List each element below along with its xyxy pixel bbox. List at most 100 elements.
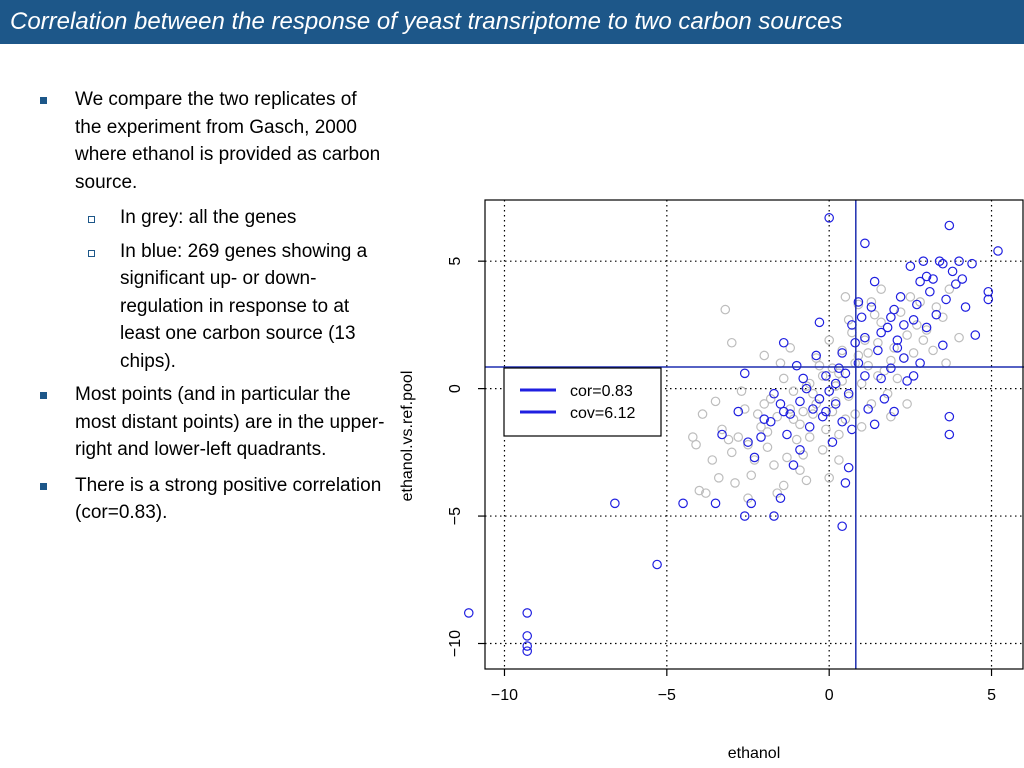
- data-point: [739, 404, 750, 414]
- square-bullet-icon: [40, 97, 47, 104]
- data-point: [785, 343, 796, 353]
- data-point: [801, 383, 812, 394]
- square-bullet-icon: [40, 392, 47, 399]
- data-point: [938, 312, 948, 323]
- data-point: [869, 276, 880, 287]
- data-point: [746, 498, 757, 509]
- data-point: [918, 256, 929, 266]
- data-point: [840, 414, 851, 425]
- data-point: [866, 399, 877, 409]
- data-point: [840, 292, 851, 302]
- data-point: [863, 360, 873, 371]
- data-point: [697, 409, 708, 419]
- data-point: [908, 314, 919, 325]
- data-point: [886, 411, 896, 422]
- y-tick-label: 0: [447, 384, 464, 393]
- data-point: [798, 406, 809, 417]
- data-point: [876, 284, 886, 295]
- data-point: [954, 256, 964, 266]
- point-series-grey: [688, 284, 964, 504]
- data-point: [811, 399, 821, 409]
- bullet-item: We compare the two replicates of the exp…: [36, 86, 386, 196]
- data-point: [944, 220, 955, 231]
- data-point: [733, 432, 744, 442]
- data-point: [908, 348, 919, 358]
- x-tick-label: 5: [987, 687, 996, 704]
- data-point: [762, 442, 773, 453]
- data-point: [873, 371, 883, 381]
- data-point: [765, 394, 776, 404]
- data-point: [837, 416, 847, 427]
- data-point: [759, 350, 770, 361]
- data-point: [960, 302, 971, 312]
- data-point: [827, 437, 838, 447]
- data-point: [915, 276, 925, 287]
- data-point: [710, 396, 721, 407]
- data-point: [830, 399, 841, 409]
- data-point: [788, 414, 799, 425]
- data-point: [902, 330, 912, 340]
- data-point: [798, 373, 809, 384]
- data-point: [853, 297, 864, 307]
- data-point: [876, 327, 886, 338]
- data-point: [931, 302, 942, 312]
- bullet-list: We compare the two replicates of the exp…: [36, 86, 386, 535]
- data-point: [720, 304, 731, 315]
- data-point: [824, 213, 834, 223]
- data-point: [843, 391, 854, 402]
- data-point: [769, 388, 779, 399]
- hollow-square-bullet-icon: [88, 249, 95, 257]
- data-point: [834, 429, 844, 440]
- data-point: [882, 388, 893, 399]
- data-point: [860, 238, 870, 249]
- data-point: [921, 322, 932, 333]
- data-point: [876, 317, 886, 328]
- data-point: [762, 427, 773, 437]
- data-point: [928, 345, 938, 356]
- data-point: [746, 470, 757, 481]
- data-point: [778, 337, 789, 348]
- data-point: [993, 246, 1003, 256]
- data-point: [707, 455, 718, 465]
- data-point: [733, 406, 744, 417]
- data-point: [730, 478, 740, 488]
- data-point: [863, 404, 873, 414]
- data-point: [710, 498, 721, 509]
- data-point: [889, 406, 899, 417]
- x-tick-label: 0: [825, 687, 834, 704]
- data-point: [749, 455, 760, 465]
- slide-title: Correlation between the response of yeas…: [10, 8, 843, 35]
- legend: cor=0.83 cov=6.12: [503, 367, 662, 437]
- data-point: [970, 330, 981, 340]
- data-point: [853, 299, 864, 310]
- data-point: [944, 429, 955, 440]
- x-axis-label: ethanol: [728, 745, 781, 762]
- data-point: [723, 434, 734, 445]
- data-point: [860, 335, 870, 345]
- data-point: [915, 297, 925, 307]
- data-point: [957, 274, 968, 284]
- data-point: [743, 437, 753, 447]
- data-point: [522, 641, 533, 651]
- data-point: [726, 447, 737, 458]
- data-point: [782, 429, 792, 440]
- data-point: [821, 371, 831, 381]
- data-point: [808, 404, 818, 414]
- data-point: [853, 350, 864, 361]
- scatter-plot: ethanol ethanol.vs.ref.pool −10 −5 0 5 −10 −5…: [399, 199, 1024, 762]
- data-point: [827, 363, 838, 374]
- legend-label: cor=0.83: [570, 383, 633, 400]
- bullet-text: We compare the two replicates of the exp…: [75, 89, 381, 193]
- data-point: [921, 271, 932, 282]
- data-point: [928, 274, 938, 284]
- data-point: [840, 478, 851, 488]
- y-tick-label: −10: [447, 630, 464, 657]
- data-point: [941, 294, 951, 305]
- data-point: [817, 444, 828, 455]
- data-point: [834, 455, 844, 465]
- data-point: [892, 343, 903, 353]
- data-point: [785, 409, 796, 419]
- data-point: [918, 335, 929, 345]
- data-point: [808, 409, 818, 419]
- x-tick-label: −5: [658, 687, 676, 704]
